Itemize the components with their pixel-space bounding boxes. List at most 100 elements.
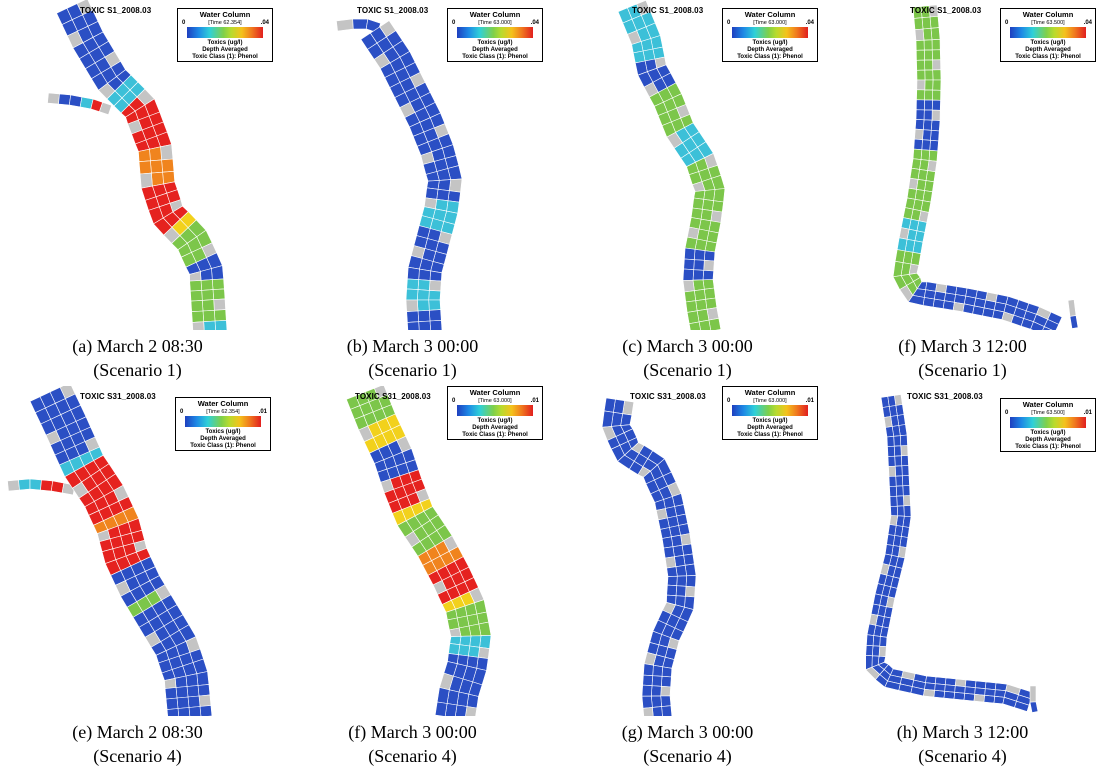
legend-title: Water Column bbox=[469, 10, 521, 19]
river-cell bbox=[893, 445, 902, 457]
river-cell bbox=[455, 704, 468, 716]
river-cell bbox=[459, 635, 472, 647]
legend-time: [Time 63.500] bbox=[1031, 20, 1065, 26]
color-legend: Water Column 0 [Time 63.500] .04 Toxics … bbox=[1000, 8, 1096, 62]
river-cell bbox=[177, 707, 191, 716]
legend-depth: Depth Averaged bbox=[1025, 47, 1071, 53]
river-cell bbox=[703, 250, 716, 262]
river-cell bbox=[916, 59, 926, 71]
river-cell bbox=[920, 149, 931, 161]
river-cell bbox=[186, 685, 200, 698]
river-cell bbox=[164, 677, 177, 689]
panel-caption: (c) March 3 00:00 (Scenario 1) bbox=[550, 334, 825, 382]
color-legend: Water Column 0 [Time 63.000] .04 Toxics … bbox=[447, 8, 543, 62]
caption-date: (a) March 2 08:30 bbox=[72, 336, 203, 356]
river-cell bbox=[871, 645, 881, 657]
outlet-cell bbox=[1029, 685, 1037, 703]
river-cell bbox=[416, 299, 430, 312]
river-cell bbox=[921, 139, 931, 151]
legend-title: Water Column bbox=[199, 10, 251, 19]
river-cell bbox=[196, 671, 210, 686]
river-cell bbox=[448, 643, 461, 656]
legend-colorbar bbox=[185, 416, 261, 427]
river-cell bbox=[915, 109, 925, 121]
river-cell bbox=[705, 297, 718, 310]
river-cell bbox=[702, 279, 715, 290]
river-cell bbox=[896, 505, 905, 517]
tributary-cell bbox=[68, 94, 83, 108]
tributary-cell bbox=[58, 93, 72, 106]
legend-class: Toxic Class (1): Phenol bbox=[1015, 54, 1081, 60]
river-cell bbox=[661, 536, 674, 549]
river-cell bbox=[692, 279, 705, 292]
tributary-cell bbox=[40, 479, 54, 492]
river-cell bbox=[894, 455, 903, 467]
river-cell bbox=[642, 707, 654, 716]
caption-scenario: (Scenario 4) bbox=[643, 746, 732, 766]
legend-depth: Depth Averaged bbox=[1025, 437, 1071, 443]
river-cell bbox=[914, 128, 924, 141]
river-cell bbox=[932, 298, 945, 309]
color-legend: Water Column 0 [Time 63.500] .01 Toxics … bbox=[1000, 398, 1096, 452]
river-cell bbox=[888, 475, 897, 487]
river-cell bbox=[900, 445, 909, 457]
legend-min: 0 bbox=[727, 398, 731, 404]
run-title: TOXIC S1_2008.03 bbox=[357, 6, 429, 15]
river-cell bbox=[150, 159, 163, 174]
tributary-cell bbox=[7, 479, 20, 492]
tributary-cell bbox=[352, 18, 369, 30]
legend-class: Toxic Class (1): Phenol bbox=[462, 54, 528, 60]
river-cell bbox=[923, 109, 933, 121]
outlet-cell bbox=[1067, 299, 1077, 317]
river-cell bbox=[887, 524, 897, 536]
river-cell bbox=[912, 148, 923, 160]
river-cell bbox=[903, 505, 912, 517]
river-cell bbox=[908, 177, 919, 190]
river-cell bbox=[906, 187, 917, 200]
river-cell bbox=[899, 434, 908, 447]
outlet-cell bbox=[1069, 315, 1079, 329]
river-cell bbox=[692, 197, 705, 210]
river-cell bbox=[198, 694, 212, 707]
tributary-cell bbox=[50, 480, 65, 494]
tributary-cell bbox=[47, 92, 60, 105]
river-cell bbox=[1030, 321, 1045, 330]
river-cell bbox=[932, 89, 942, 101]
river-cell bbox=[964, 679, 977, 689]
river-cell bbox=[914, 28, 925, 42]
river-cell bbox=[406, 310, 420, 323]
river-cell bbox=[684, 563, 697, 577]
legend-colorbar bbox=[187, 27, 263, 38]
legend-depth: Depth Averaged bbox=[472, 425, 518, 431]
river-cell bbox=[692, 269, 705, 281]
legend-max: .01 bbox=[805, 398, 814, 404]
tributary-cell bbox=[29, 478, 42, 491]
river-cell bbox=[661, 705, 673, 716]
river-cell bbox=[929, 139, 939, 152]
caption-date: (e) March 2 08:30 bbox=[72, 722, 203, 742]
river-map bbox=[346, 386, 492, 716]
river-cell bbox=[672, 544, 684, 558]
legend-colorbar bbox=[1010, 27, 1086, 38]
legend-title: Water Column bbox=[1022, 400, 1074, 409]
river-cell bbox=[202, 309, 216, 323]
river-cell bbox=[643, 663, 654, 677]
legend-max: .04 bbox=[260, 20, 269, 26]
legend-min: 0 bbox=[180, 409, 184, 415]
legend-depth: Depth Averaged bbox=[200, 436, 246, 442]
river-cell bbox=[417, 279, 431, 291]
legend-max: .04 bbox=[805, 20, 814, 26]
river-cell bbox=[675, 585, 687, 597]
river-cell bbox=[429, 319, 443, 330]
river-cell bbox=[916, 79, 926, 91]
panel-d: TOXIC S1_2008.03 Water Column 0 [Time 63… bbox=[825, 0, 1100, 385]
river-cell bbox=[931, 109, 941, 121]
caption-scenario: (Scenario 1) bbox=[643, 360, 732, 380]
legend-colorbar bbox=[457, 405, 533, 416]
river-cell bbox=[865, 644, 874, 657]
legend-class: Toxic Class (1): Phenol bbox=[1015, 444, 1081, 450]
legend-time: [Time 63.000] bbox=[753, 398, 787, 404]
river-cell bbox=[434, 701, 448, 716]
river-cell bbox=[889, 495, 898, 507]
river-cell bbox=[963, 692, 976, 702]
